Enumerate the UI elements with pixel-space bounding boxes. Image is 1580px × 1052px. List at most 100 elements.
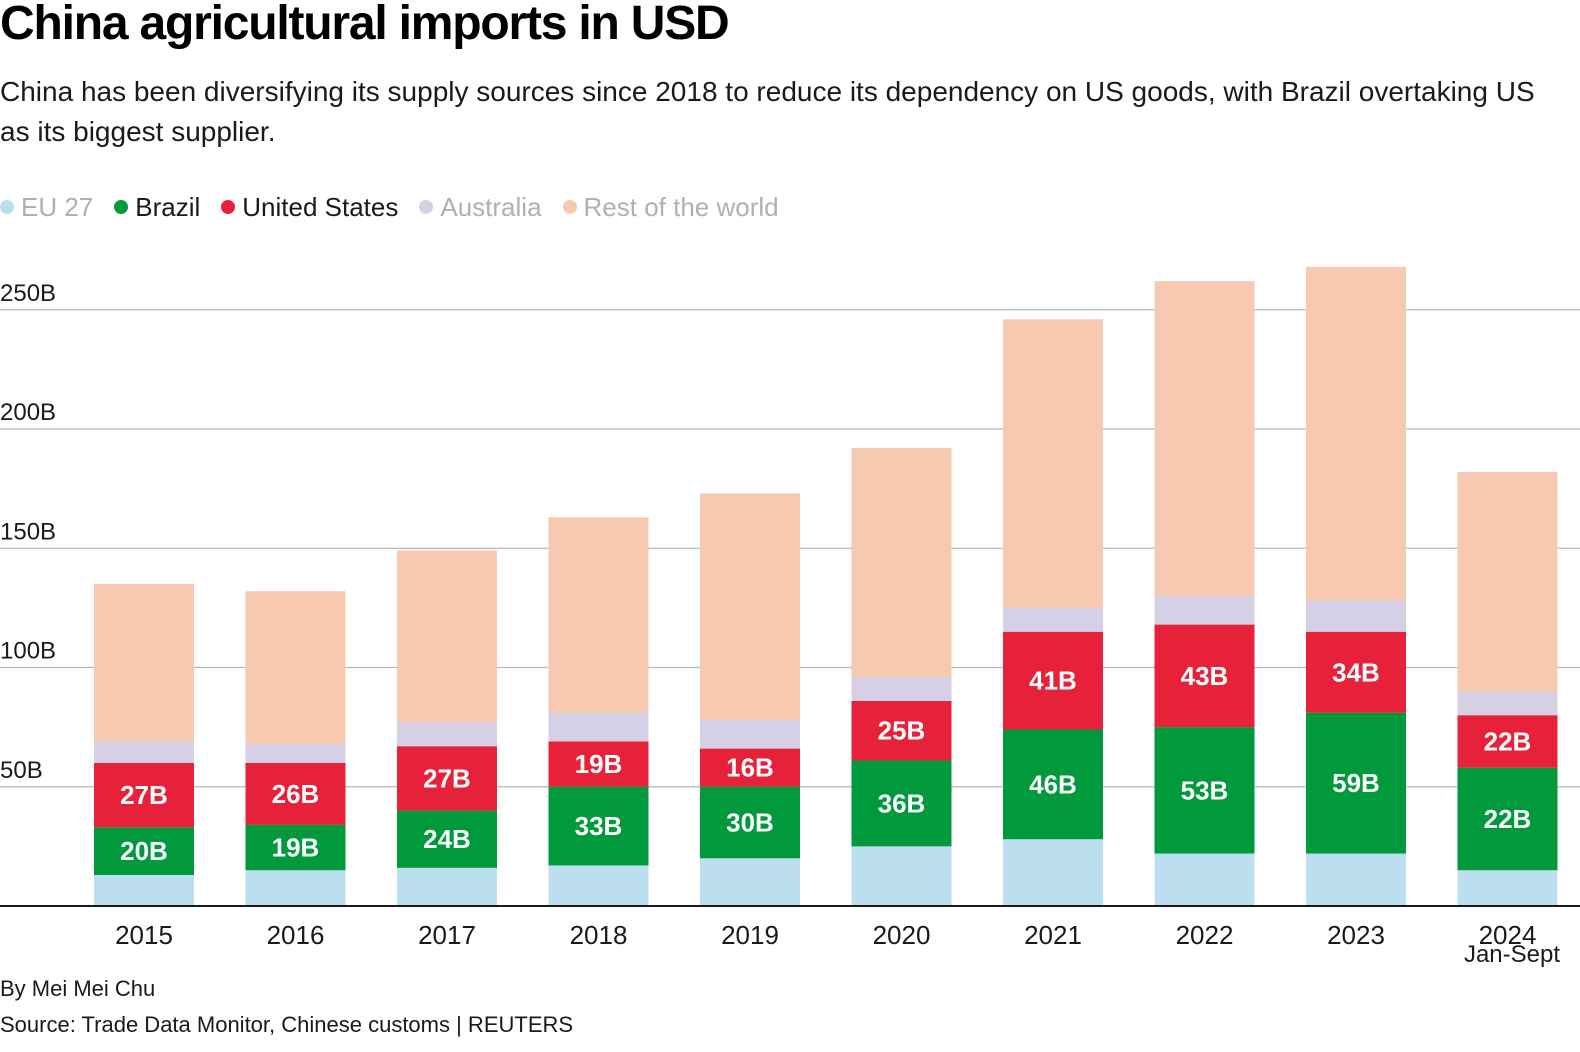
x-tick-label: 2022	[1176, 920, 1234, 950]
bar-segment-eu-27	[397, 867, 497, 906]
source-note: Source: Trade Data Monitor, Chinese cust…	[0, 1012, 574, 1037]
bar-segment-brazil	[397, 810, 497, 868]
bar-segment-australia	[700, 719, 800, 749]
data-label: 33B	[575, 811, 623, 841]
x-tick-label: 2021	[1024, 920, 1082, 950]
data-label: 24B	[423, 824, 471, 854]
bar-segment-united-states	[700, 748, 800, 787]
bar-segment-australia	[1457, 691, 1558, 716]
bar-segment-united-states	[851, 700, 952, 761]
y-tick-label: 150B	[0, 518, 56, 545]
bar-segment-eu-27	[700, 858, 800, 906]
bar-segment-brazil	[700, 786, 800, 859]
bar-segment-united-states	[94, 762, 194, 828]
bar-segment-australia	[94, 741, 194, 763]
bar-segment-united-states	[1306, 631, 1406, 713]
bar-segment-brazil	[245, 824, 346, 871]
bar-segment-rest-of-the-world	[700, 493, 800, 720]
bar-segment-eu-27	[245, 870, 346, 906]
legend-label: EU 27	[21, 191, 94, 222]
bar-segment-brazil	[94, 827, 194, 875]
bar-segment-australia	[548, 712, 649, 742]
data-label: 20B	[120, 836, 168, 866]
bar-segment-rest-of-the-world	[1306, 266, 1406, 601]
bar-segment-rest-of-the-world	[397, 550, 497, 723]
data-label: 25B	[878, 716, 926, 746]
bar-segment-rest-of-the-world	[1003, 319, 1103, 608]
data-label: 43B	[1181, 661, 1229, 691]
data-label: 41B	[1029, 666, 1077, 696]
bar-segment-rest-of-the-world	[1154, 281, 1255, 596]
data-label: 22B	[1484, 726, 1532, 756]
y-tick-label: 100B	[0, 638, 56, 665]
bar-segment-eu-27	[548, 865, 649, 906]
legend-item-united-states: United States	[221, 192, 398, 223]
bar-segment-eu-27	[94, 874, 194, 906]
x-tick-label: 2017	[418, 920, 476, 950]
data-label: 26B	[272, 779, 320, 809]
chart-subtitle: China has been diversifying its supply s…	[0, 76, 1535, 147]
y-tick-label: 250B	[0, 280, 56, 307]
x-tick-label: 2016	[267, 920, 325, 950]
legend: EU 27 Brazil United States Australia Res…	[0, 190, 800, 224]
bar-segment-australia	[1306, 600, 1406, 632]
legend-dot-icon	[221, 200, 236, 214]
y-tick-label: 50B	[0, 757, 43, 784]
legend-item-rest-of-world: Rest of the world	[562, 192, 779, 223]
y-tick-label: 200B	[0, 399, 56, 426]
x-tick-label: 2020	[873, 920, 931, 950]
bar-segment-rest-of-the-world	[245, 591, 346, 744]
data-label: 27B	[423, 763, 471, 793]
byline: By Mei Mei Chu	[0, 976, 156, 1001]
bar-segment-united-states	[245, 762, 346, 825]
bar-segment-eu-27	[1003, 839, 1103, 906]
bar-segment-united-states	[1457, 715, 1558, 768]
legend-item-brazil: Brazil	[114, 192, 200, 223]
bar-segment-australia	[1003, 607, 1103, 632]
bar-segment-brazil	[1154, 727, 1255, 854]
legend-label: United States	[242, 191, 399, 222]
legend-item-australia: Australia	[419, 191, 542, 223]
x-tick-sublabel: Jan-Sept	[1464, 941, 1560, 968]
bar-segment-brazil	[1457, 767, 1558, 871]
legend-dot-icon	[0, 200, 14, 214]
bar-segment-australia	[1154, 595, 1255, 625]
bar-segment-rest-of-the-world	[851, 448, 952, 678]
data-label: 30B	[726, 808, 774, 838]
data-label: 22B	[1484, 804, 1532, 834]
legend-label: Brazil	[135, 191, 201, 222]
bar-segment-australia	[245, 743, 346, 763]
legend-dot-icon	[562, 200, 577, 214]
legend-dot-icon	[419, 200, 434, 214]
x-tick-label: 2019	[721, 920, 779, 950]
data-label: 27B	[120, 780, 168, 810]
data-label: 59B	[1332, 768, 1380, 798]
bar-segment-united-states	[1154, 624, 1255, 728]
bar-segment-united-states	[548, 741, 649, 787]
bar-segment-rest-of-the-world	[1457, 471, 1558, 692]
bar-segment-brazil	[851, 760, 952, 847]
bar-segment-united-states	[397, 746, 497, 811]
bar-segment-australia	[851, 677, 952, 701]
x-tick-label: 2015	[115, 920, 173, 950]
bar-segment-rest-of-the-world	[548, 517, 649, 713]
bar-segment-brazil	[548, 786, 649, 866]
data-label: 53B	[1181, 775, 1229, 805]
data-label: 16B	[726, 753, 774, 783]
data-label: 36B	[878, 788, 926, 818]
bar-segment-eu-27	[1306, 853, 1406, 906]
bar-segment-eu-27	[1457, 870, 1558, 906]
data-label: 34B	[1332, 657, 1380, 687]
bar-segment-eu-27	[851, 846, 952, 906]
data-label: 19B	[272, 833, 320, 863]
legend-item-eu27: EU 27	[0, 192, 93, 223]
data-label: 19B	[575, 749, 623, 779]
bar-segment-united-states	[1003, 631, 1103, 730]
x-tick-label: 2018	[570, 920, 628, 950]
bar-segment-eu-27	[1154, 853, 1255, 906]
chart-title: China agricultural imports in USD	[0, 0, 730, 50]
bar-segment-brazil	[1306, 712, 1406, 854]
legend-label: Australia	[440, 191, 542, 222]
bar-segment-rest-of-the-world	[94, 584, 194, 742]
